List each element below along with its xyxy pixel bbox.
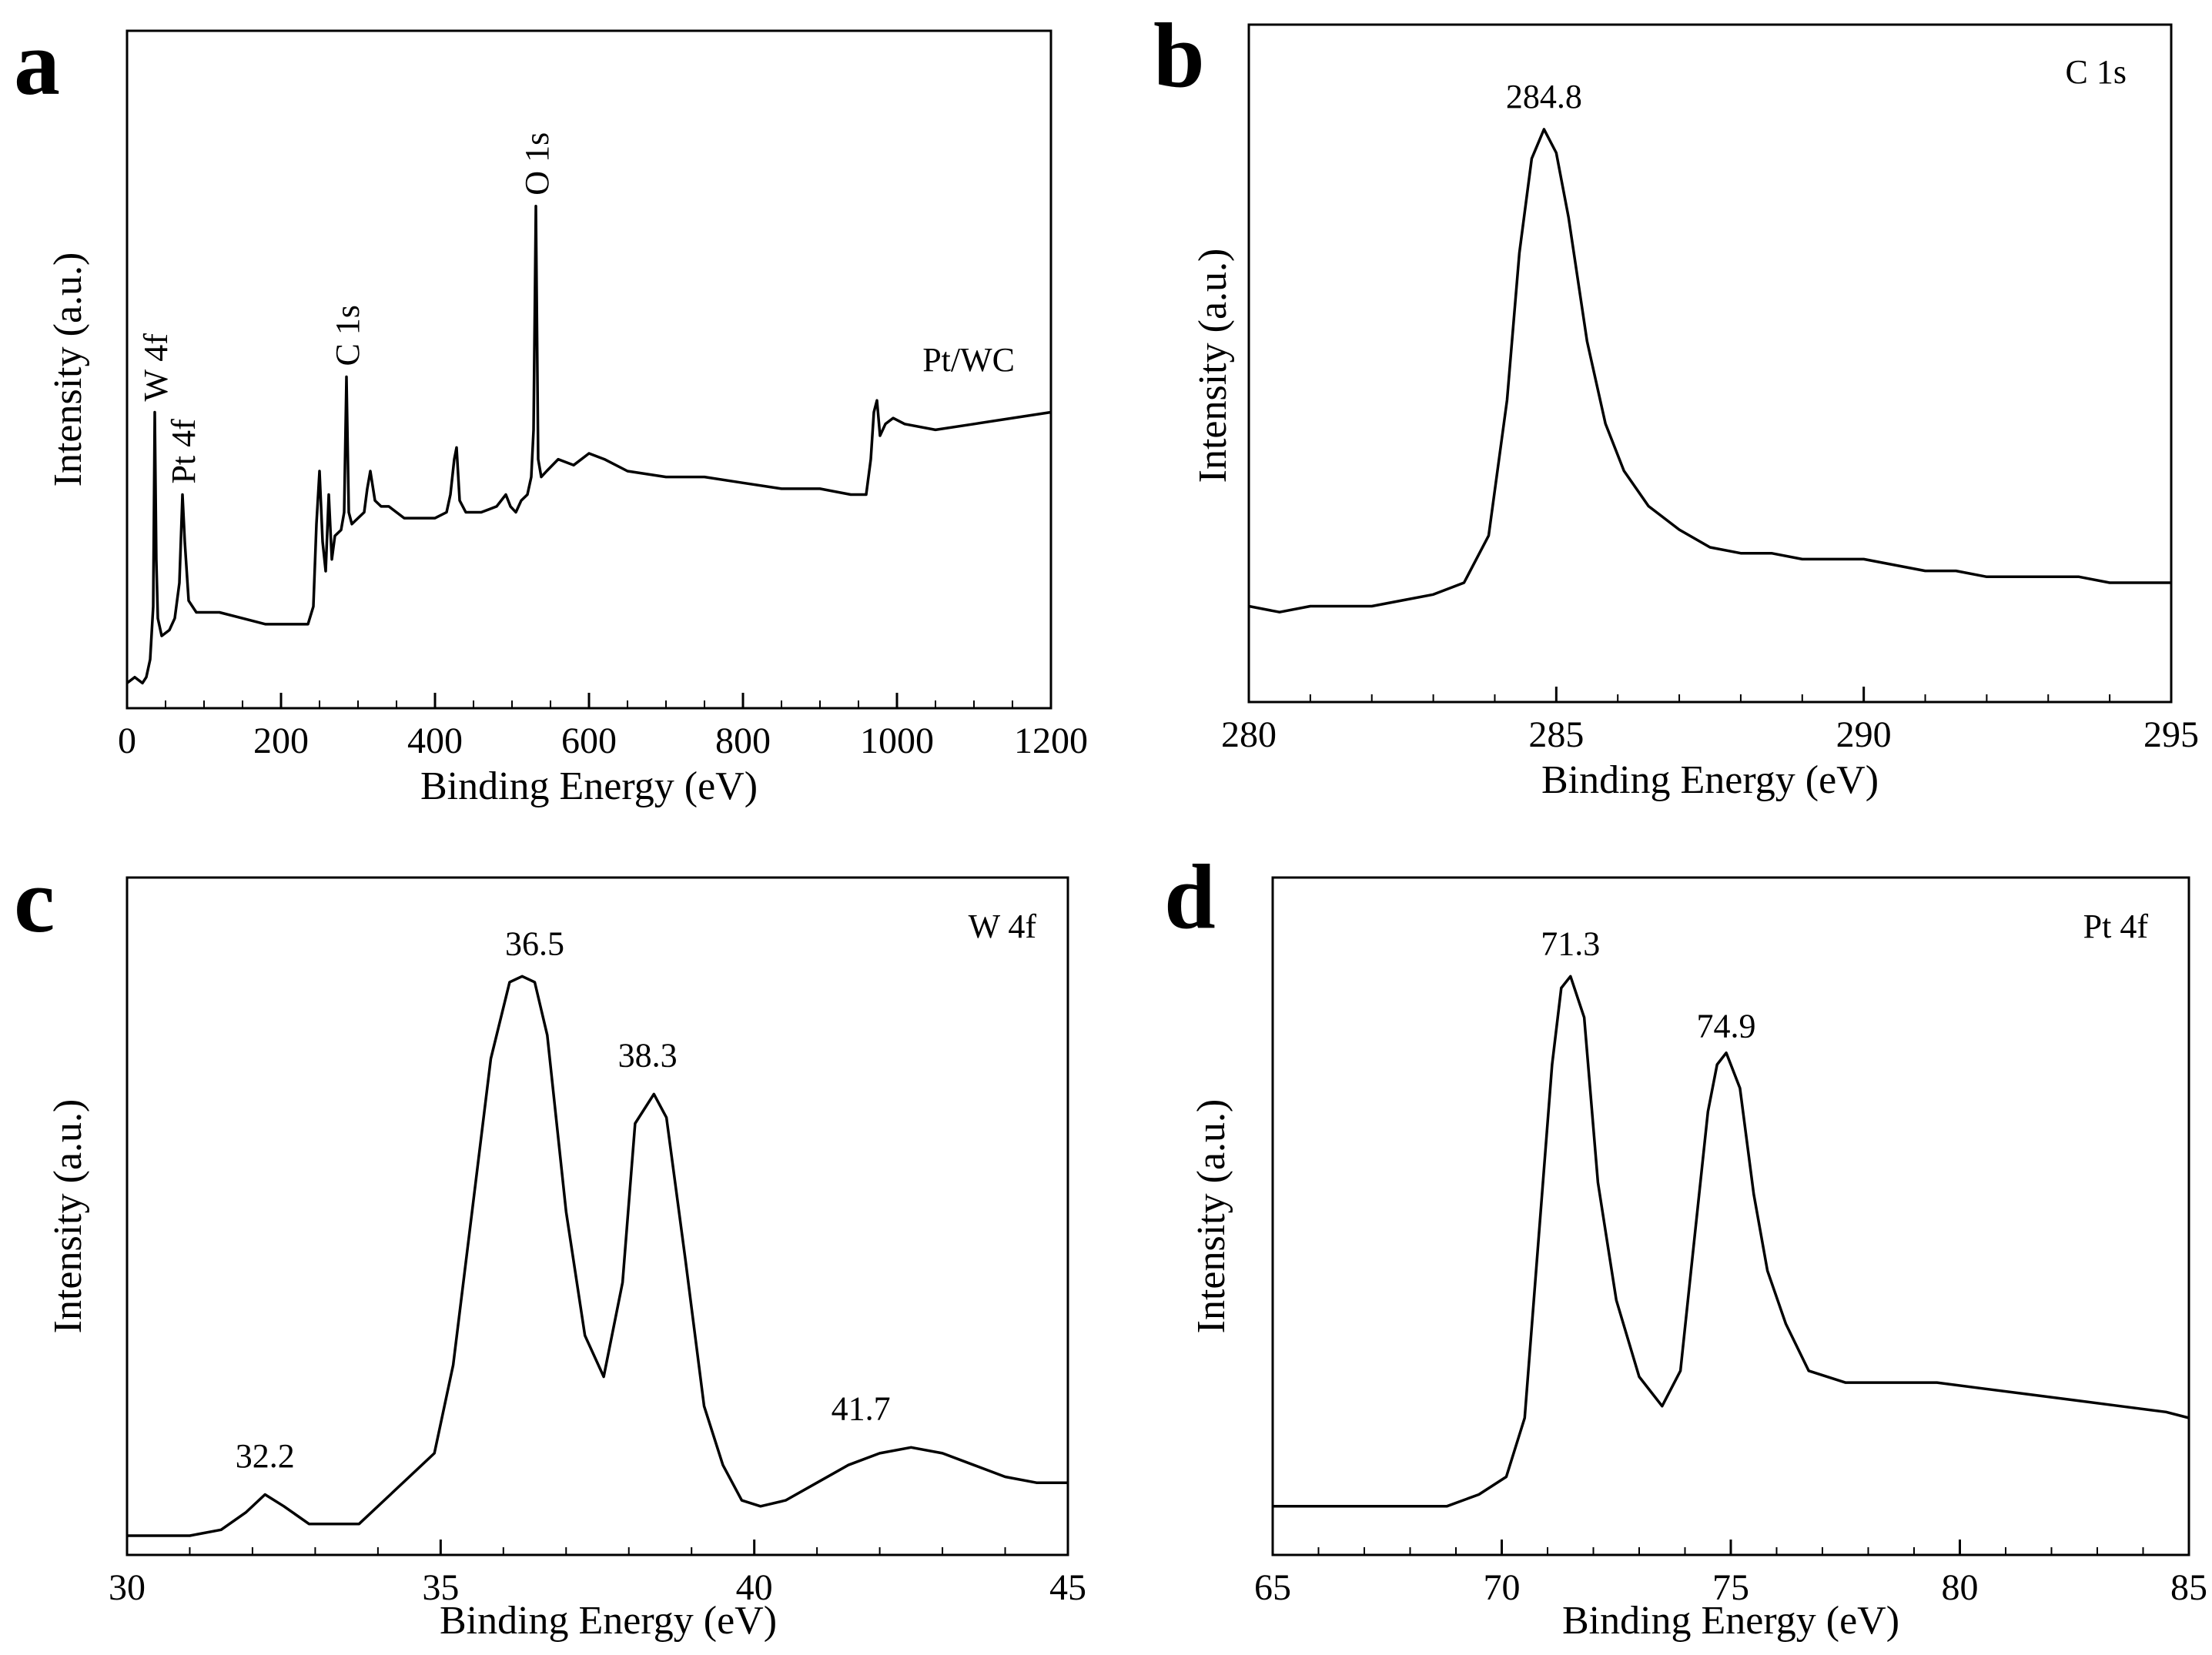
peak-annotation: Pt 4f [165, 419, 202, 484]
x-tick-label: 85 [2170, 1567, 2207, 1608]
x-tick-label: 45 [1049, 1567, 1086, 1608]
x-tick-label: 1200 [1014, 721, 1088, 761]
panel-b-y-axis-title: Intensity (a.u.) [1191, 249, 1235, 483]
peak-annotation: C 1s [329, 305, 366, 366]
peak-annotation: W 4f [137, 333, 175, 402]
x-tick-label: 30 [109, 1567, 146, 1608]
panel-b-letter: b [1153, 4, 1205, 106]
panel-d-y-axis-title: Intensity (a.u.) [1190, 1099, 1233, 1334]
x-tick-label: 800 [715, 721, 771, 761]
peak-annotation: 38.3 [618, 1037, 678, 1075]
x-tick-label: 40 [736, 1567, 773, 1608]
panel-b-sample-label: C 1s [2066, 53, 2127, 91]
panel-c-y-axis-title: Intensity (a.u.) [46, 1099, 90, 1334]
panel-b-c1s-spectrum: b 280 285 290 295 284.8 C 1s Binding Energy… [1153, 4, 2199, 802]
panel-b-annotations: 284.8 [1506, 78, 1582, 115]
panel-a-y-axis-title: Intensity (a.u.) [46, 252, 90, 487]
x-tick-label: 35 [422, 1567, 459, 1608]
panel-d-series-line [1273, 975, 2190, 1508]
x-tick-label: 200 [253, 721, 309, 761]
peak-annotation: 41.7 [832, 1390, 891, 1428]
peak-annotation: 74.9 [1697, 1007, 1756, 1045]
x-tick-label: 290 [1836, 714, 1892, 755]
panel-c-annotations: 32.2 36.5 38.3 41.7 [236, 924, 891, 1475]
panel-a-series-line [125, 204, 1052, 685]
panel-d-letter: d [1164, 845, 1216, 948]
peak-annotation: 32.2 [236, 1437, 295, 1475]
panel-a-letter: a [14, 12, 60, 114]
x-tick-label: 75 [1712, 1567, 1749, 1608]
x-tick-label: 400 [407, 721, 463, 761]
peak-annotation: 71.3 [1541, 924, 1600, 962]
x-tick-label: 70 [1484, 1567, 1521, 1608]
panel-d-annotations: 71.3 74.9 [1541, 924, 1755, 1045]
panel-c-series-line [127, 975, 1068, 1537]
panel-b-x-axis-title: Binding Energy (eV) [1541, 758, 1879, 802]
x-tick-label: 80 [1942, 1567, 1979, 1608]
panel-b-plot-frame [1247, 23, 2173, 704]
panel-c-sample-label: W 4f [969, 908, 1037, 945]
x-tick-label: 1000 [860, 721, 934, 761]
peak-annotation: O 1s [518, 132, 556, 196]
panel-b-ticks: 280 285 290 295 [1221, 687, 2199, 755]
panel-d-sample-label: Pt 4f [2083, 908, 2149, 945]
peak-annotation: 284.8 [1506, 78, 1582, 115]
panel-b-series-line [1248, 128, 2171, 614]
panel-c-ticks: 30 35 40 45 [109, 1540, 1086, 1608]
panel-d-ticks: 65 70 75 80 85 [1254, 1540, 2207, 1608]
x-tick-label: 65 [1254, 1567, 1291, 1608]
panel-c-w4f-spectrum: c 30 35 40 45 32.2 36.5 38.3 41.7 W 4f Binding… [14, 849, 1086, 1643]
panel-a-ticks: 0 200 400 600 800 1000 1200 [118, 693, 1088, 761]
x-tick-label: 0 [118, 721, 136, 761]
x-tick-label: 285 [1528, 714, 1584, 755]
peak-annotation: 36.5 [505, 924, 564, 962]
panel-c-plot-frame [125, 876, 1069, 1556]
x-tick-label: 600 [561, 721, 617, 761]
x-tick-label: 280 [1221, 714, 1277, 755]
panel-a-sample-label: Pt/WC [922, 341, 1015, 379]
panel-c-x-axis-title: Binding Energy (eV) [440, 1599, 777, 1643]
panel-c-letter: c [14, 849, 55, 951]
x-tick-label: 295 [2143, 714, 2199, 755]
panel-a-annotations: W 4f Pt 4f C 1s O 1s [137, 132, 556, 484]
panel-d-x-axis-title: Binding Energy (eV) [1562, 1599, 1899, 1643]
panel-d-pt4f-spectrum: d 65 70 75 80 85 71.3 74.9 Pt 4f Binding Ener… [1164, 845, 2207, 1643]
panel-a-x-axis-title: Binding Energy (eV) [420, 764, 758, 808]
panel-a-survey-spectrum: a 0 200 400 600 800 1000 1200 W 4f Pt 4f C 1s O 1… [14, 12, 1088, 808]
